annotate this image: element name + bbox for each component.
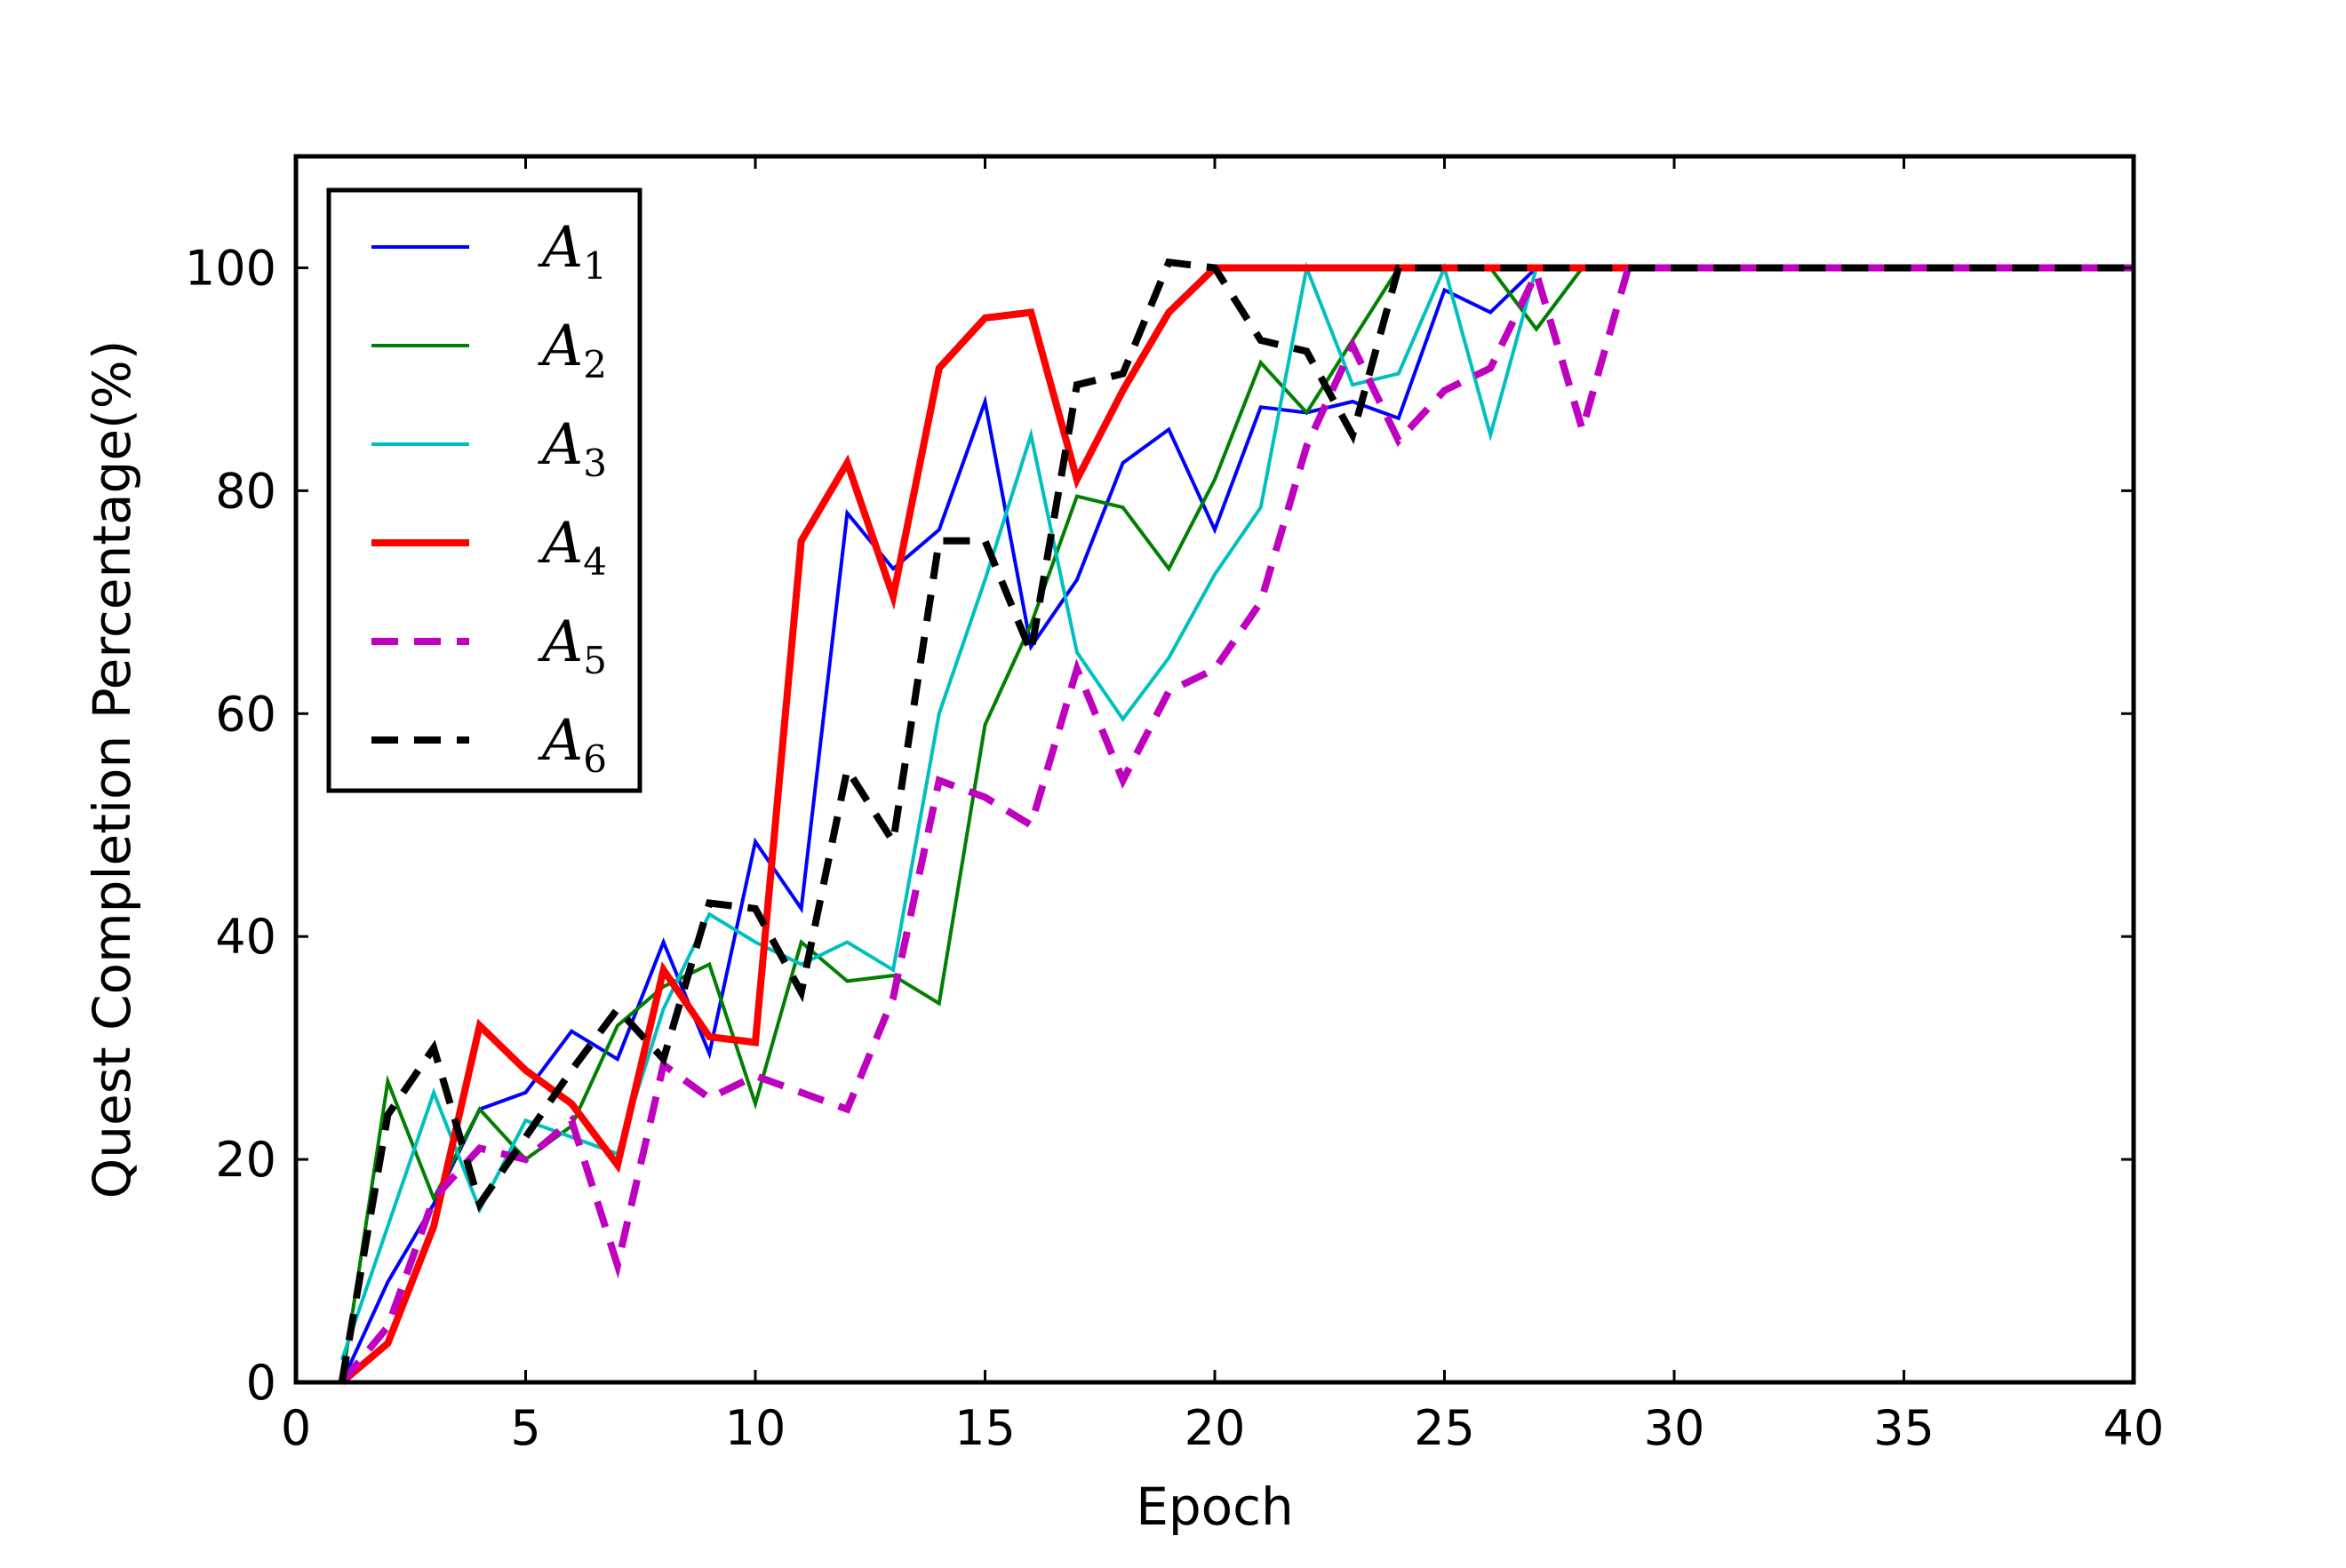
- legend-symbol: A: [538, 609, 583, 675]
- x-tick-label: 0: [281, 1400, 311, 1456]
- y-axis-label: Quest Completion Percentage(%): [82, 340, 142, 1199]
- legend-symbol: A: [538, 215, 583, 281]
- legend-symbol: A: [538, 314, 583, 379]
- plot-area-frame: [293, 154, 2136, 1385]
- y-tick-label: 60: [215, 686, 276, 742]
- series-line-a6: [338, 258, 2134, 1383]
- x-tick-label: 30: [1644, 1400, 1705, 1456]
- x-tick-label: 5: [510, 1400, 540, 1456]
- legend-frame: [326, 187, 642, 793]
- x-tick-label: 35: [1873, 1400, 1935, 1456]
- x-axis-label: Epoch: [1136, 1476, 1294, 1537]
- legend-label-a1: A1: [538, 215, 607, 288]
- series-line-a5: [339, 263, 2134, 1385]
- legend-label-a3: A3: [538, 412, 607, 485]
- x-tick-label: 10: [725, 1400, 786, 1456]
- x-tick-label: 15: [954, 1400, 1016, 1456]
- y-tick-label: 20: [215, 1132, 276, 1188]
- legend-label-a5: A5: [538, 609, 607, 682]
- legend-label-a2: A2: [538, 314, 607, 386]
- y-tick-label: 100: [185, 240, 276, 296]
- x-tick-label: 20: [1185, 1400, 1246, 1456]
- legend-symbol: A: [538, 511, 583, 577]
- legend-subscript: 4: [583, 540, 607, 584]
- legend-subscript: 2: [583, 343, 607, 386]
- legend-subscript: 1: [583, 244, 607, 288]
- y-tick-label: 40: [215, 909, 276, 965]
- legend-symbol: A: [538, 412, 583, 478]
- x-tick-label: 25: [1414, 1400, 1475, 1456]
- legend-subscript: 3: [583, 442, 607, 485]
- series-layer: [338, 258, 2134, 1386]
- legend-symbol: A: [538, 708, 583, 774]
- legend-label-a4: A4: [538, 511, 607, 584]
- legend-subscript: 5: [583, 639, 607, 682]
- y-tick-label: 0: [246, 1355, 276, 1411]
- legend-subscript: 6: [583, 737, 607, 781]
- y-tick-label: 80: [215, 463, 276, 519]
- x-tick-label: 40: [2103, 1400, 2165, 1456]
- legend-label-a6: A6: [538, 708, 607, 781]
